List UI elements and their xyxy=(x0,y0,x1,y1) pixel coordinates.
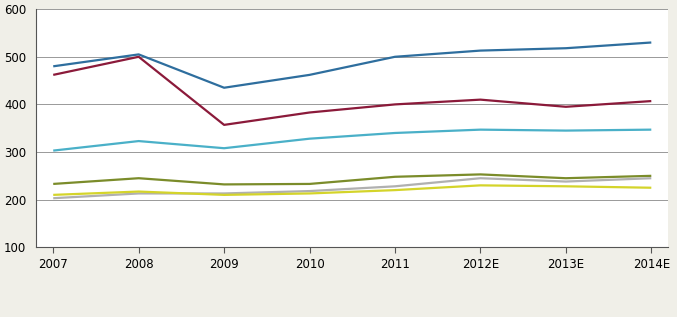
Gothenburg xyxy=(220,183,228,186)
Helsinki xyxy=(220,146,228,150)
Oslo xyxy=(477,98,485,101)
Copenhagen xyxy=(49,193,58,197)
Malmö xyxy=(220,191,228,195)
Helsinki xyxy=(647,128,655,132)
Line: Gothenburg: Gothenburg xyxy=(53,174,651,184)
Stockholm xyxy=(135,53,143,56)
Helsinki xyxy=(135,139,143,143)
Gothenburg xyxy=(49,182,58,186)
Gothenburg xyxy=(391,175,399,179)
Stockholm xyxy=(562,46,570,50)
Stockholm xyxy=(49,64,58,68)
Gothenburg xyxy=(477,172,485,176)
Stockholm xyxy=(305,73,313,77)
Helsinki xyxy=(477,128,485,132)
Malmö xyxy=(135,191,143,195)
Helsinki xyxy=(391,131,399,135)
Oslo xyxy=(135,55,143,59)
Helsinki xyxy=(305,137,313,141)
Malmö xyxy=(647,176,655,180)
Malmö xyxy=(391,184,399,188)
Malmö xyxy=(49,196,58,200)
Copenhagen xyxy=(477,184,485,187)
Stockholm xyxy=(391,55,399,59)
Oslo xyxy=(562,105,570,109)
Stockholm xyxy=(220,86,228,90)
Line: Malmö: Malmö xyxy=(53,178,651,198)
Line: Oslo: Oslo xyxy=(53,57,651,125)
Copenhagen xyxy=(647,186,655,190)
Oslo xyxy=(220,123,228,127)
Malmö xyxy=(562,180,570,184)
Line: Helsinki: Helsinki xyxy=(53,130,651,151)
Oslo xyxy=(391,102,399,106)
Oslo xyxy=(49,73,58,77)
Copenhagen xyxy=(391,188,399,192)
Oslo xyxy=(305,111,313,114)
Line: Stockholm: Stockholm xyxy=(53,42,651,88)
Malmö xyxy=(305,189,313,193)
Helsinki xyxy=(49,149,58,152)
Stockholm xyxy=(647,41,655,44)
Helsinki xyxy=(562,129,570,133)
Stockholm xyxy=(477,49,485,53)
Malmö xyxy=(477,176,485,180)
Copenhagen xyxy=(220,193,228,197)
Gothenburg xyxy=(135,176,143,180)
Line: Copenhagen: Copenhagen xyxy=(53,185,651,195)
Copenhagen xyxy=(305,191,313,195)
Gothenburg xyxy=(562,176,570,180)
Gothenburg xyxy=(305,182,313,186)
Copenhagen xyxy=(562,184,570,188)
Gothenburg xyxy=(647,174,655,178)
Oslo xyxy=(647,99,655,103)
Copenhagen xyxy=(135,190,143,193)
